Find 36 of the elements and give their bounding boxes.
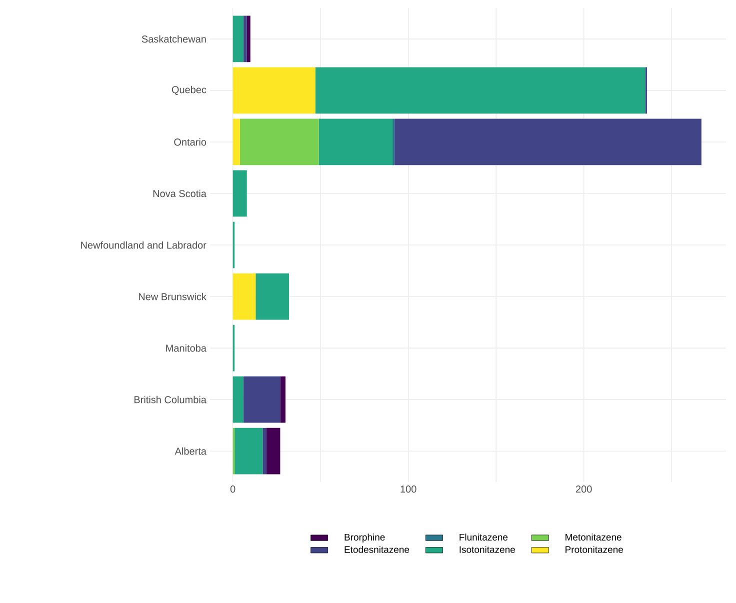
bar xyxy=(232,118,240,166)
y-tick-label: Alberta xyxy=(174,447,206,455)
x-tick-label: 0 xyxy=(230,486,236,493)
legend-label: Etodesnitazene xyxy=(344,546,410,553)
y-tick-label: New Brunswick xyxy=(138,292,206,300)
bar xyxy=(262,428,266,474)
x-tick-label: 100 xyxy=(400,486,416,493)
legend-label: Metonitazene xyxy=(566,534,622,541)
bar xyxy=(243,16,247,62)
bar xyxy=(232,16,244,62)
y-tick-label: Newfoundland and Labrador xyxy=(81,241,206,249)
y-tick-label: Nova Scotia xyxy=(153,190,206,198)
x-tick-label: 200 xyxy=(576,486,592,493)
bar xyxy=(280,376,286,423)
bar xyxy=(234,428,263,474)
bar xyxy=(256,273,289,320)
bar xyxy=(232,170,247,217)
bar xyxy=(394,118,702,166)
bar xyxy=(232,376,244,423)
bar xyxy=(318,118,393,166)
legend-label: Brorphine xyxy=(344,534,385,542)
y-tick-label: Manitoba xyxy=(166,344,206,352)
bar xyxy=(243,376,280,423)
legend-label: Protonitazene xyxy=(566,546,623,553)
y-tick-label: British Columbia xyxy=(134,396,206,404)
legend-label: Flunitazene xyxy=(460,534,508,541)
bar xyxy=(246,16,250,62)
legend-label: Isotonitazene xyxy=(460,546,515,553)
y-tick-label: Quebec xyxy=(172,86,206,96)
y-tick-label: Saskatchewan xyxy=(142,35,206,43)
bar xyxy=(315,67,646,114)
bar xyxy=(232,273,256,320)
bar xyxy=(232,67,316,114)
bar xyxy=(240,118,319,166)
bar xyxy=(266,428,280,474)
y-tick-label: Ontario xyxy=(174,138,206,146)
